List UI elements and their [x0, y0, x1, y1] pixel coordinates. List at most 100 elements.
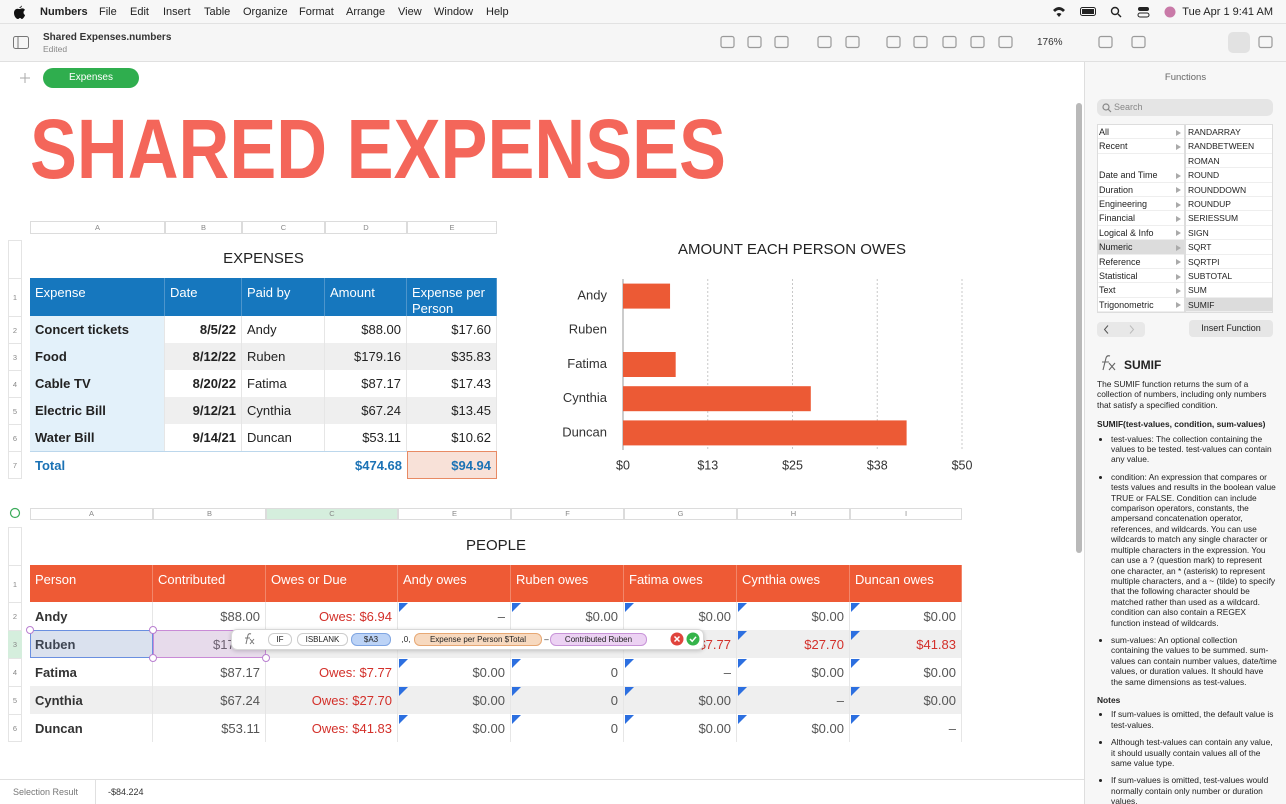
- total-per-person[interactable]: $94.94: [407, 451, 497, 479]
- category-item[interactable]: Statistical: [1098, 269, 1184, 284]
- table-cell[interactable]: Food: [30, 343, 165, 370]
- category-item[interactable]: Trigonometric: [1098, 298, 1184, 313]
- column-letter[interactable]: G: [624, 508, 737, 520]
- table-cell[interactable]: Owes: $6.94: [266, 602, 398, 630]
- category-item[interactable]: Logical & Info: [1098, 226, 1184, 241]
- formula-token[interactable]: Expense per Person $Total: [414, 633, 542, 646]
- table-cell[interactable]: Fatima: [30, 658, 153, 686]
- row-number[interactable]: 7: [8, 451, 22, 479]
- table-cell[interactable]: $0.00: [398, 714, 511, 742]
- table-cell[interactable]: $88.00: [153, 602, 266, 630]
- row-number[interactable]: 4: [8, 658, 22, 686]
- nav-buttons[interactable]: [1097, 322, 1145, 337]
- formula-token[interactable]: Contributed Ruben: [550, 633, 647, 646]
- table-cell[interactable]: $0.00: [398, 658, 511, 686]
- table-cell[interactable]: Ruben: [30, 630, 153, 658]
- table-cell[interactable]: Andy: [242, 316, 325, 343]
- table-cell[interactable]: 0: [511, 714, 624, 742]
- column-letter[interactable]: E: [407, 221, 497, 234]
- app-menu[interactable]: Numbers: [40, 6, 88, 18]
- table-cell[interactable]: 8/20/22: [165, 370, 242, 397]
- category-item[interactable]: Duration: [1098, 183, 1184, 197]
- table-cell[interactable]: Owes: $41.83: [266, 714, 398, 742]
- header-cell[interactable]: Contributed: [153, 565, 266, 602]
- table-cell[interactable]: Cynthia: [30, 686, 153, 714]
- table-cell[interactable]: Owes: $7.77: [266, 658, 398, 686]
- table-cell[interactable]: $53.11: [325, 424, 407, 451]
- function-item[interactable]: ROMAN: [1186, 154, 1272, 169]
- table-cell[interactable]: 8/12/22: [165, 343, 242, 370]
- table-cell[interactable]: 0: [511, 658, 624, 686]
- table-cell[interactable]: –: [850, 714, 962, 742]
- function-item[interactable]: SUM: [1186, 283, 1272, 298]
- table-cell[interactable]: Duncan: [30, 714, 153, 742]
- table-cell[interactable]: $67.24: [325, 397, 407, 424]
- column-letter[interactable]: D: [325, 221, 407, 234]
- search-placeholder[interactable]: Search: [1114, 102, 1143, 112]
- function-item[interactable]: SQRTPI: [1186, 255, 1272, 269]
- row-number[interactable]: 6: [8, 424, 22, 451]
- column-letter[interactable]: A: [30, 221, 165, 234]
- row-number[interactable]: 2: [8, 316, 22, 343]
- column-letter[interactable]: A: [30, 508, 153, 520]
- menu-item[interactable]: Window: [434, 6, 474, 18]
- function-item[interactable]: RANDBETWEEN: [1186, 139, 1272, 154]
- row-number[interactable]: 5: [8, 686, 22, 714]
- menu-item[interactable]: Help: [486, 6, 509, 18]
- table-cell[interactable]: $10.62: [407, 424, 497, 451]
- menu-item[interactable]: Format: [299, 6, 334, 18]
- table-cell[interactable]: Ruben: [242, 343, 325, 370]
- menu-item[interactable]: Arrange: [346, 6, 386, 18]
- row-number[interactable]: 3: [8, 630, 22, 658]
- row-number[interactable]: 1: [8, 278, 22, 316]
- function-item[interactable]: ROUNDUP: [1186, 197, 1272, 212]
- menu-item[interactable]: File: [99, 6, 117, 18]
- formula-token[interactable]: –: [544, 635, 549, 644]
- column-letter[interactable]: E: [398, 508, 511, 520]
- menu-item[interactable]: Table: [204, 6, 231, 18]
- table-cell[interactable]: 9/12/21: [165, 397, 242, 424]
- table-cell[interactable]: $13.45: [407, 397, 497, 424]
- function-item[interactable]: SERIESSUM: [1186, 211, 1272, 226]
- row-number[interactable]: 6: [8, 714, 22, 742]
- table-cell[interactable]: $88.00: [325, 316, 407, 343]
- menu-item[interactable]: View: [398, 6, 422, 18]
- function-item[interactable]: SQRT: [1186, 240, 1272, 255]
- category-item[interactable]: Numeric: [1098, 240, 1184, 255]
- table-cell[interactable]: 0: [511, 686, 624, 714]
- header-cell[interactable]: Duncan owes: [850, 565, 962, 602]
- table-cell[interactable]: $87.17: [325, 370, 407, 397]
- header-cell[interactable]: Person: [30, 565, 153, 602]
- table-cell[interactable]: $0.00: [624, 686, 737, 714]
- table-cell[interactable]: $0.00: [850, 686, 962, 714]
- header-cell[interactable]: Andy owes: [398, 565, 511, 602]
- header-cell[interactable]: Date: [165, 278, 242, 316]
- table-cell[interactable]: Duncan: [242, 424, 325, 451]
- table-cell[interactable]: Cynthia: [242, 397, 325, 424]
- header-cell[interactable]: Amount: [325, 278, 407, 316]
- column-letter[interactable]: F: [511, 508, 624, 520]
- table-cell[interactable]: –: [737, 686, 850, 714]
- table-cell[interactable]: Andy: [30, 602, 153, 630]
- zoom-menu[interactable]: 176%: [1037, 37, 1063, 48]
- menu-item[interactable]: Edit: [130, 6, 149, 18]
- table-cell[interactable]: $0.00: [624, 714, 737, 742]
- total-amount[interactable]: $474.68: [325, 451, 407, 479]
- function-item[interactable]: ROUNDDOWN: [1186, 183, 1272, 197]
- total-label[interactable]: Total: [30, 451, 325, 479]
- function-item[interactable]: SUMIF: [1186, 297, 1272, 313]
- category-item[interactable]: All: [1098, 125, 1184, 140]
- function-item[interactable]: SIGN: [1186, 226, 1272, 241]
- header-cell[interactable]: Expense: [30, 278, 165, 316]
- header-cell[interactable]: Owes or Due: [266, 565, 398, 602]
- table-cell[interactable]: 8/5/22: [165, 316, 242, 343]
- header-cell[interactable]: Cynthia owes: [737, 565, 850, 602]
- selected-cell[interactable]: [30, 630, 153, 658]
- table-cell[interactable]: $27.70: [737, 630, 850, 658]
- function-item[interactable]: RANDARRAY: [1186, 125, 1272, 140]
- formula-token[interactable]: $A3: [351, 633, 391, 646]
- row-number[interactable]: 5: [8, 397, 22, 424]
- table-cell[interactable]: Owes: $27.70: [266, 686, 398, 714]
- header-cell[interactable]: Ruben owes: [511, 565, 624, 602]
- menu-item[interactable]: Organize: [243, 6, 288, 18]
